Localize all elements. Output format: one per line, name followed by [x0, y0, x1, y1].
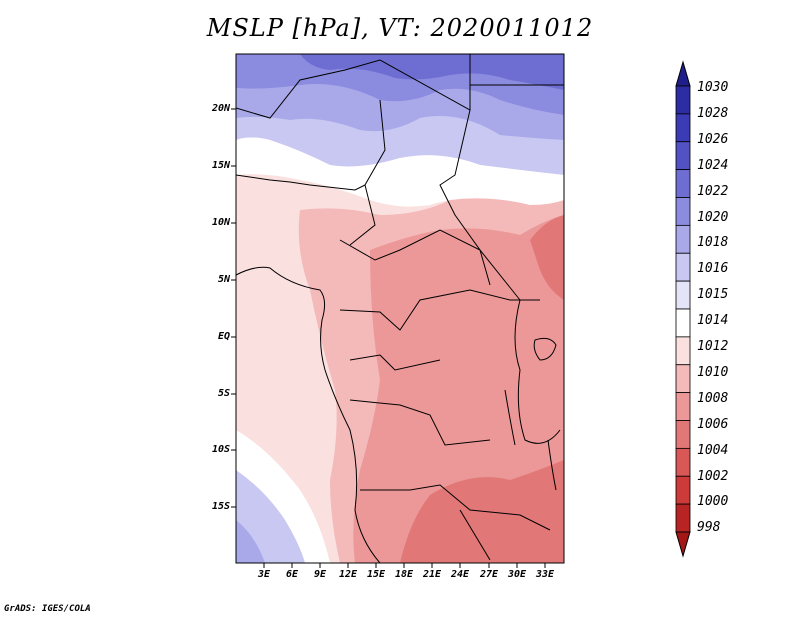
lat-label-5n: 5N — [217, 274, 230, 285]
lat-label-5s: 5S — [217, 388, 230, 399]
pressure-field — [236, 54, 564, 563]
border-south-2 — [360, 484, 551, 531]
colorbar-label: 1002 — [697, 468, 729, 484]
colorbar-label: 1024 — [697, 157, 729, 173]
pressure-band-1014 — [236, 137, 564, 207]
lon-label-24e: 24E — [450, 569, 470, 580]
colorbar-segment — [675, 420, 691, 449]
map-title: MSLP [hPa], VT: 2020011012 — [206, 14, 594, 42]
colorbar-segment — [675, 85, 691, 115]
lat-label-15s: 15S — [211, 501, 230, 512]
credit-text: GrADS: IGES/COLA — [4, 604, 91, 614]
borders — [236, 54, 564, 563]
border-west — [236, 174, 366, 191]
colorbar-label: 1026 — [697, 131, 729, 147]
lon-label-33e: 33E — [535, 569, 555, 580]
colorbar-label: 1006 — [697, 416, 729, 432]
colorbar-segment — [675, 113, 691, 143]
colorbar-segment — [675, 141, 691, 171]
colorbar-segment — [675, 336, 691, 366]
colorbar-label: 1004 — [697, 442, 729, 458]
coastline — [236, 266, 381, 563]
border-north-3 — [439, 109, 491, 286]
colorbar-segment — [675, 169, 691, 198]
colorbar-segment — [675, 503, 691, 533]
border-south-3 — [459, 509, 491, 561]
colorbar-label: 1010 — [697, 364, 729, 380]
colorbar-label: 1018 — [697, 235, 729, 251]
colorbar-label: 998 — [697, 520, 721, 536]
axis-ticks — [231, 108, 546, 568]
colorbar-label: 1012 — [697, 339, 729, 354]
lake-tanganyika — [504, 389, 516, 446]
colorbar-label: 1015 — [697, 287, 729, 303]
pressure-band-1022 — [300, 54, 564, 90]
border-south-1 — [349, 399, 491, 446]
lat-label-10s: 10S — [211, 444, 230, 455]
lat-label-eq: EQ — [217, 331, 230, 342]
border-central — [339, 229, 521, 301]
colorbar-label: 1030 — [697, 80, 729, 95]
colorbar-label: 1020 — [697, 209, 729, 225]
lake-victoria — [533, 337, 557, 361]
colorbar-bottom-arrow — [675, 531, 691, 558]
colorbar-segment — [675, 392, 691, 421]
lon-label-9e: 9E — [313, 569, 327, 580]
lat-label-20n: 20N — [211, 103, 230, 114]
colorbar-segment — [675, 308, 691, 338]
colorbar-label: 1000 — [697, 494, 729, 510]
lon-label-12e: 12E — [338, 569, 358, 580]
colorbar-segment — [675, 224, 691, 254]
lon-label-18e: 18E — [394, 569, 414, 580]
border-east — [514, 299, 561, 444]
pressure-band-1018-sw — [236, 520, 265, 563]
lon-label-3e: 3E — [257, 569, 271, 580]
colorbar-label: 1008 — [697, 390, 729, 406]
colorbar-segment — [675, 252, 691, 282]
colorbar-segment — [675, 364, 691, 394]
map-canvas — [231, 53, 565, 568]
pressure-band-1008 — [353, 215, 564, 563]
lon-label-30e: 30E — [507, 569, 527, 580]
colorbar-label: 1028 — [697, 105, 729, 121]
lon-label-21e: 21E — [422, 569, 442, 580]
colorbar-segment — [675, 447, 691, 477]
border-central-2 — [339, 289, 540, 331]
colorbar — [675, 60, 691, 558]
border-central-3 — [349, 354, 441, 371]
colorbar-label: 1022 — [697, 183, 729, 199]
colorbar-label: 1014 — [697, 313, 729, 329]
map-frame — [235, 53, 565, 564]
lon-label-27e: 27E — [479, 569, 499, 580]
lon-label-6e: 6E — [285, 569, 299, 580]
colorbar-top-arrow — [675, 60, 691, 87]
colorbar-label: 1016 — [697, 261, 729, 277]
colorbar-segment — [675, 475, 691, 505]
lat-label-15n: 15N — [211, 160, 230, 171]
pressure-band-1006-ne — [530, 215, 564, 300]
colorbar-segment — [675, 197, 691, 226]
lon-label-15e: 15E — [366, 569, 386, 580]
lat-label-10n: 10N — [211, 217, 230, 228]
colorbar-segment — [675, 280, 691, 310]
lake-malawi — [547, 439, 557, 491]
